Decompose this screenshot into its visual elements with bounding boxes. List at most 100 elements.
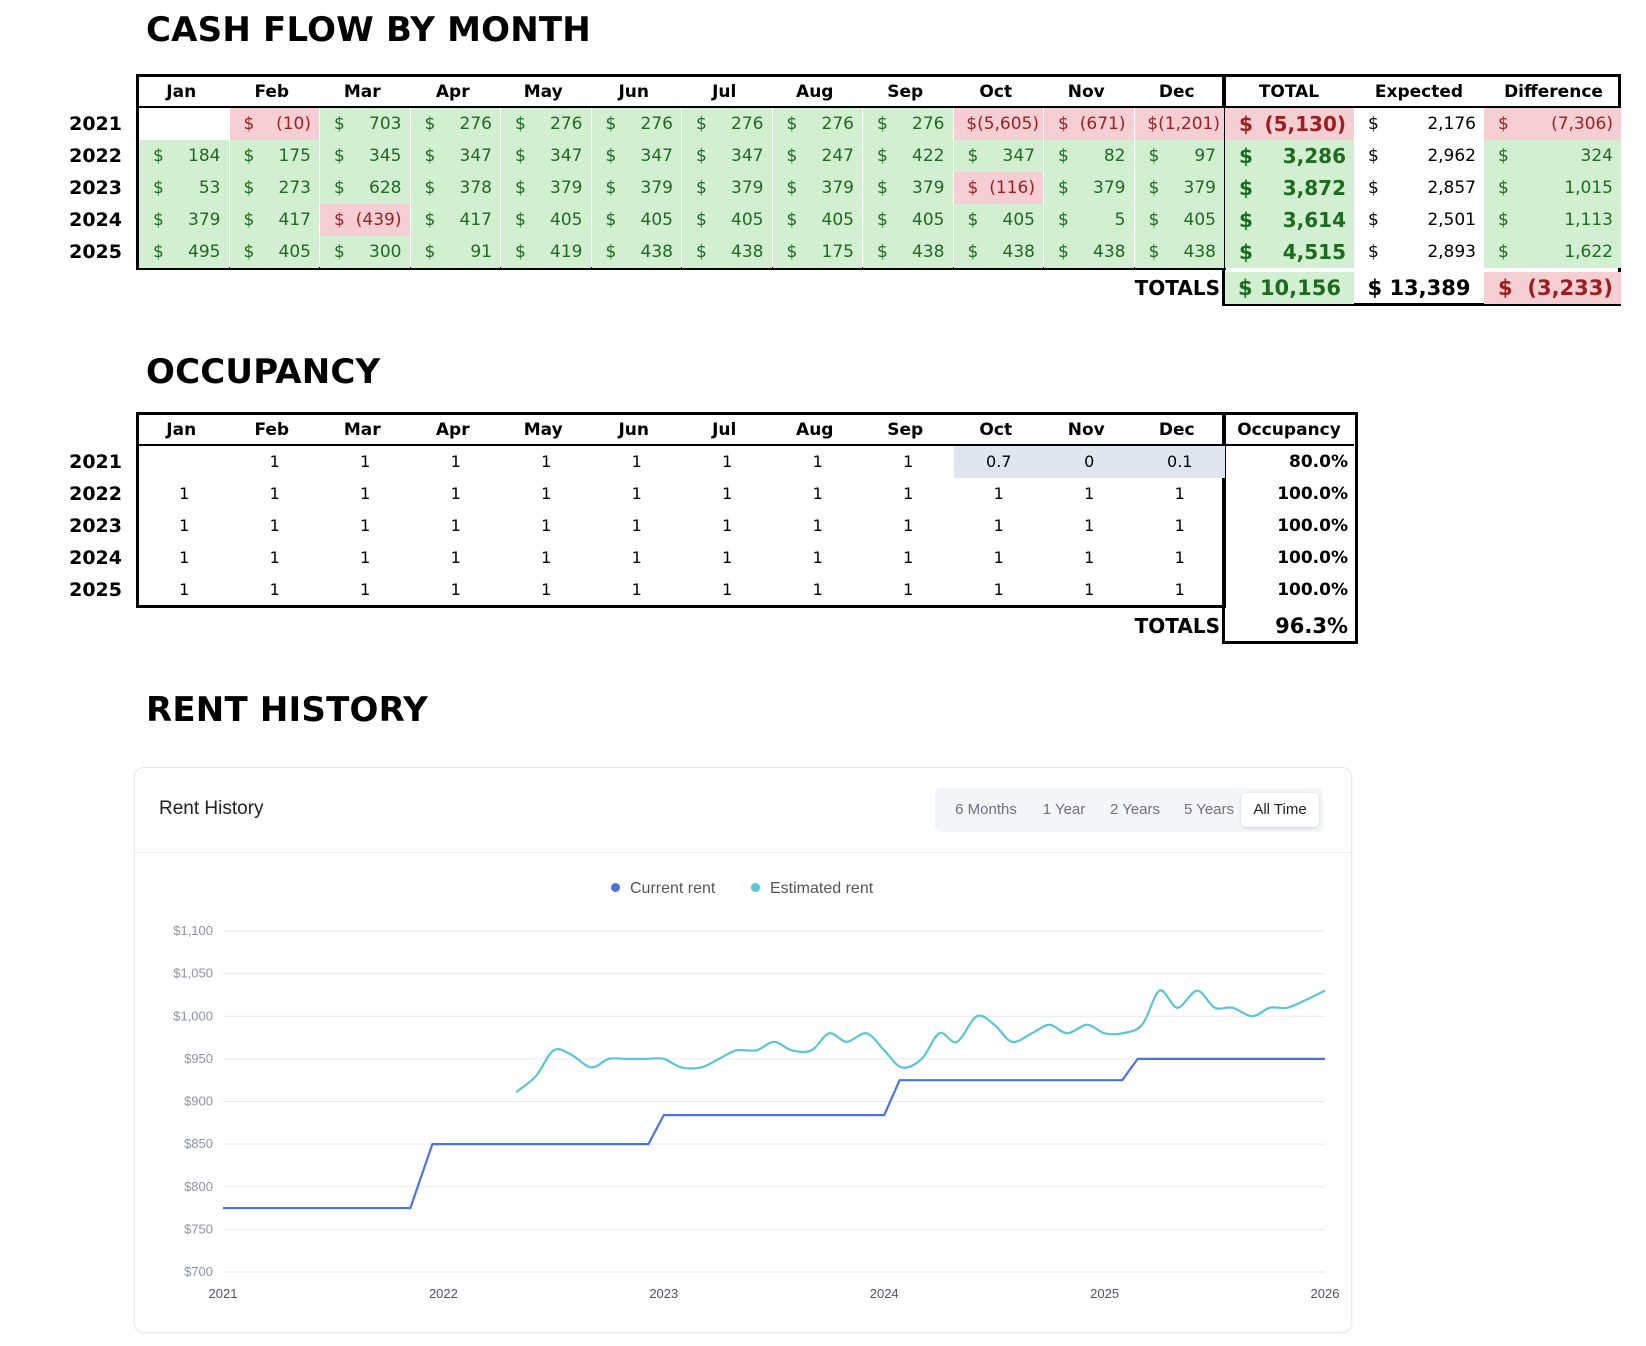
month-header: Jul [712,82,737,102]
currency-symbol: $ [1368,146,1379,166]
amount: 3,872 [1282,176,1346,200]
row-total-cell: $3,872 [1225,172,1354,204]
amount: 405 [640,210,673,230]
amount: 379 [821,178,854,198]
currency-symbol: $ [605,242,617,262]
x-tick-label: 2024 [870,1286,899,1301]
currency-symbol: $ [515,242,526,262]
amount: 347 [459,146,492,166]
cash-flow-cell: $438 [682,236,772,268]
currency-symbol: $ [243,178,255,198]
occupancy-cell: 1 [631,484,642,503]
card-divider [135,852,1351,853]
occupancy-cell: 1 [450,484,461,503]
legend-item-estimated-rent[interactable]: Estimated rent [751,880,873,898]
cash-flow-cell: $276 [682,108,772,140]
legend-label: Estimated rent [770,880,874,897]
occupancy-cell: 1 [541,452,552,471]
amount: 347 [1002,146,1035,166]
month-header: Nov [1067,420,1105,440]
occupancy-cell: 1 [631,516,642,535]
rent-history-chart[interactable]: $700 $750 $800 $850 $900 $950 $1,000 $1,050 $1,1… [135,768,1351,1332]
currency-symbol: $ [424,146,436,166]
range-all-time-button[interactable]: All Time [1241,793,1319,827]
cash-flow-cell: $347 [501,140,591,172]
difference-cell: $ (7,306) [1484,108,1621,140]
row-total-cell: $ (5,130) [1225,108,1354,140]
amount: 378 [459,178,492,198]
amount: 175 [821,242,854,262]
cash-flow-cell: $405 [591,204,681,236]
cash-flow-cell: $379 [1134,172,1224,204]
x-tick-label: 2023 [649,1286,678,1301]
cash-flow-cell: $438 [1044,236,1134,268]
currency-symbol: $ [1239,112,1253,136]
amount: 417 [278,210,311,230]
amount: 347 [550,146,583,166]
cash-flow-cell: $405 [772,204,862,236]
occupancy-cell: 1 [1084,580,1095,599]
occupancy-cell: 1 [812,516,823,535]
y-tick-label: $900 [184,1094,213,1109]
occupancy-cell: 0 [1044,446,1135,478]
cash-flow-cell: $379 [139,204,229,236]
month-header: Aug [796,82,834,102]
amount: 347 [731,146,764,166]
grand-total: $ 10,156 [1225,272,1354,304]
amount: 438 [1093,242,1126,262]
cash-flow-cell: $300 [320,236,410,268]
amount: 3,614 [1282,208,1346,232]
currency-symbol: $ [696,242,707,262]
amount: 405 [912,210,945,230]
time-range-selector: 6 Months 1 Year 2 Years 5 Years All Time [935,788,1323,832]
currency-symbol: $ [1239,240,1253,264]
cash-flow-cell: $405 [953,204,1043,236]
year-label: 2025 [69,241,122,263]
occupancy-pct-cell: 80.0% [1289,452,1348,472]
row-total-cell: $4,515 [1225,236,1354,268]
month-header: May [523,82,563,102]
currency-symbol: $ [515,146,526,166]
month-header: Dec [1158,82,1195,102]
cash-flow-cell: $628 [320,172,410,204]
cash-flow-cell: $91 [410,236,500,268]
cash-flow-cell: $347 [682,140,772,172]
month-header: Jan [166,82,197,102]
occupancy-cell: 1 [269,452,280,471]
occupancy-cell: 1 [269,484,280,503]
range-5-years-button[interactable]: 5 Years [1183,801,1235,818]
year-label: 2022 [69,483,122,505]
amount: 276 [731,114,764,134]
cash-flow-cell: $438 [863,236,953,268]
occupancy-pct-cell: 100.0% [1277,580,1348,600]
x-tick-label: 2022 [429,1286,458,1301]
total-column-header: TOTAL [1258,82,1320,102]
currency-symbol: $ [1239,208,1253,232]
cash-flow-cell: $82 [1044,140,1134,172]
currency-symbol: $ [1239,176,1253,200]
currency-symbol: $ [696,210,707,230]
cash-flow-cell: $422 [863,140,953,172]
amount: (439) [355,210,402,230]
cash-flow-cell: $379 [501,172,591,204]
amount: 184 [188,146,221,166]
amount: 438 [731,242,764,262]
currency-symbol: $ [967,210,979,230]
occupancy-cell: 1 [903,548,914,567]
amount: 379 [1183,178,1216,198]
currency-symbol: $ [786,210,798,230]
currency-symbol: $ [1058,242,1069,262]
y-tick-label: $1,000 [173,1008,213,1023]
occupancy-cell: 1 [360,548,371,567]
range-6-months-button[interactable]: 6 Months [955,801,1017,818]
range-2-years-button[interactable]: 2 Years [1109,801,1161,818]
currency-symbol: $ [696,178,707,198]
amount: 379 [912,178,945,198]
occupancy-pct-cell: 100.0% [1277,484,1348,504]
occupancy-cell: 1 [993,516,1004,535]
occupancy-cell: 1 [1084,516,1095,535]
amount: 405 [731,210,764,230]
range-1-year-button[interactable]: 1 Year [1042,801,1086,818]
legend-item-current-rent[interactable]: Current rent [611,880,715,898]
occupancy-title: OCCUPANCY [146,352,381,392]
